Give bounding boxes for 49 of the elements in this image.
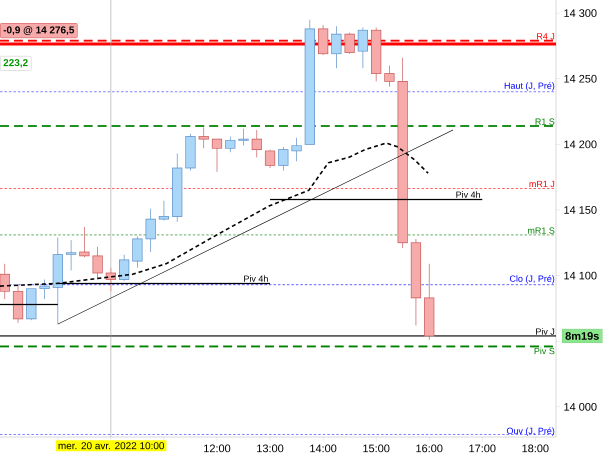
x-tick-label: 14:00 <box>310 444 336 452</box>
y-tick-label: 14 150 <box>564 206 597 214</box>
ref-line-label: Clo (J, Pré) <box>510 275 554 284</box>
candlestick <box>132 236 143 268</box>
candlestick <box>225 136 236 153</box>
candlestick <box>119 254 130 282</box>
candlestick <box>198 126 209 149</box>
y-tick-label: 14 250 <box>564 74 597 83</box>
candlestick <box>331 26 342 69</box>
y-tick-label: 14 300 <box>564 9 597 18</box>
candlestick <box>146 208 156 252</box>
x-tick-label: 18:00 <box>522 444 549 452</box>
candlestick <box>39 279 50 300</box>
ref-line-label: mR1 S <box>528 227 554 234</box>
candlestick <box>66 240 76 271</box>
annotation: 223,2 <box>4 59 28 68</box>
ref-line-label: R4 J <box>537 33 554 40</box>
candlestick <box>252 130 262 158</box>
ref-line-label: Piv S <box>534 348 554 354</box>
x-tick-label: 15:00 <box>363 444 390 452</box>
y-tick-label: 14 200 <box>564 140 597 148</box>
annotation: 8m19s <box>566 332 599 340</box>
candlestick <box>264 149 276 168</box>
candlestick <box>79 226 90 258</box>
candlestick <box>158 200 170 221</box>
ref-line-label: Ouv (J, Pré) <box>506 427 554 436</box>
text: mer. 20 avr. 2022 10:00 <box>58 442 164 450</box>
candlestick <box>358 27 368 69</box>
ref-line-label: mR1 J <box>530 180 554 188</box>
ref-line-label: Piv J <box>536 328 554 335</box>
y-tick-label: 14 000 <box>564 402 597 411</box>
candlestick <box>344 32 355 54</box>
y-tick-label: 14 100 <box>564 272 597 280</box>
x-tick-label: 17:00 <box>469 444 496 452</box>
candlestick <box>291 137 302 162</box>
x-tick-label: 13:00 <box>257 444 284 452</box>
candlestick <box>0 263 10 300</box>
series-label: Piv 4h <box>244 275 268 282</box>
candlestick <box>238 128 249 146</box>
x-tick-label: 16:00 <box>416 444 442 452</box>
candlestick <box>212 138 222 172</box>
ref-line-label: Haut (J, Pré) <box>504 82 554 91</box>
ref-line-label: R1 S <box>536 118 554 125</box>
candlestick <box>278 146 288 171</box>
x-tick-label: 12:00 <box>204 444 230 452</box>
annotation: -0,9 @ 14 276,5 <box>4 26 74 35</box>
series-label: Piv 4h <box>456 191 480 198</box>
candlestick <box>92 246 103 280</box>
candlestick <box>384 65 395 87</box>
